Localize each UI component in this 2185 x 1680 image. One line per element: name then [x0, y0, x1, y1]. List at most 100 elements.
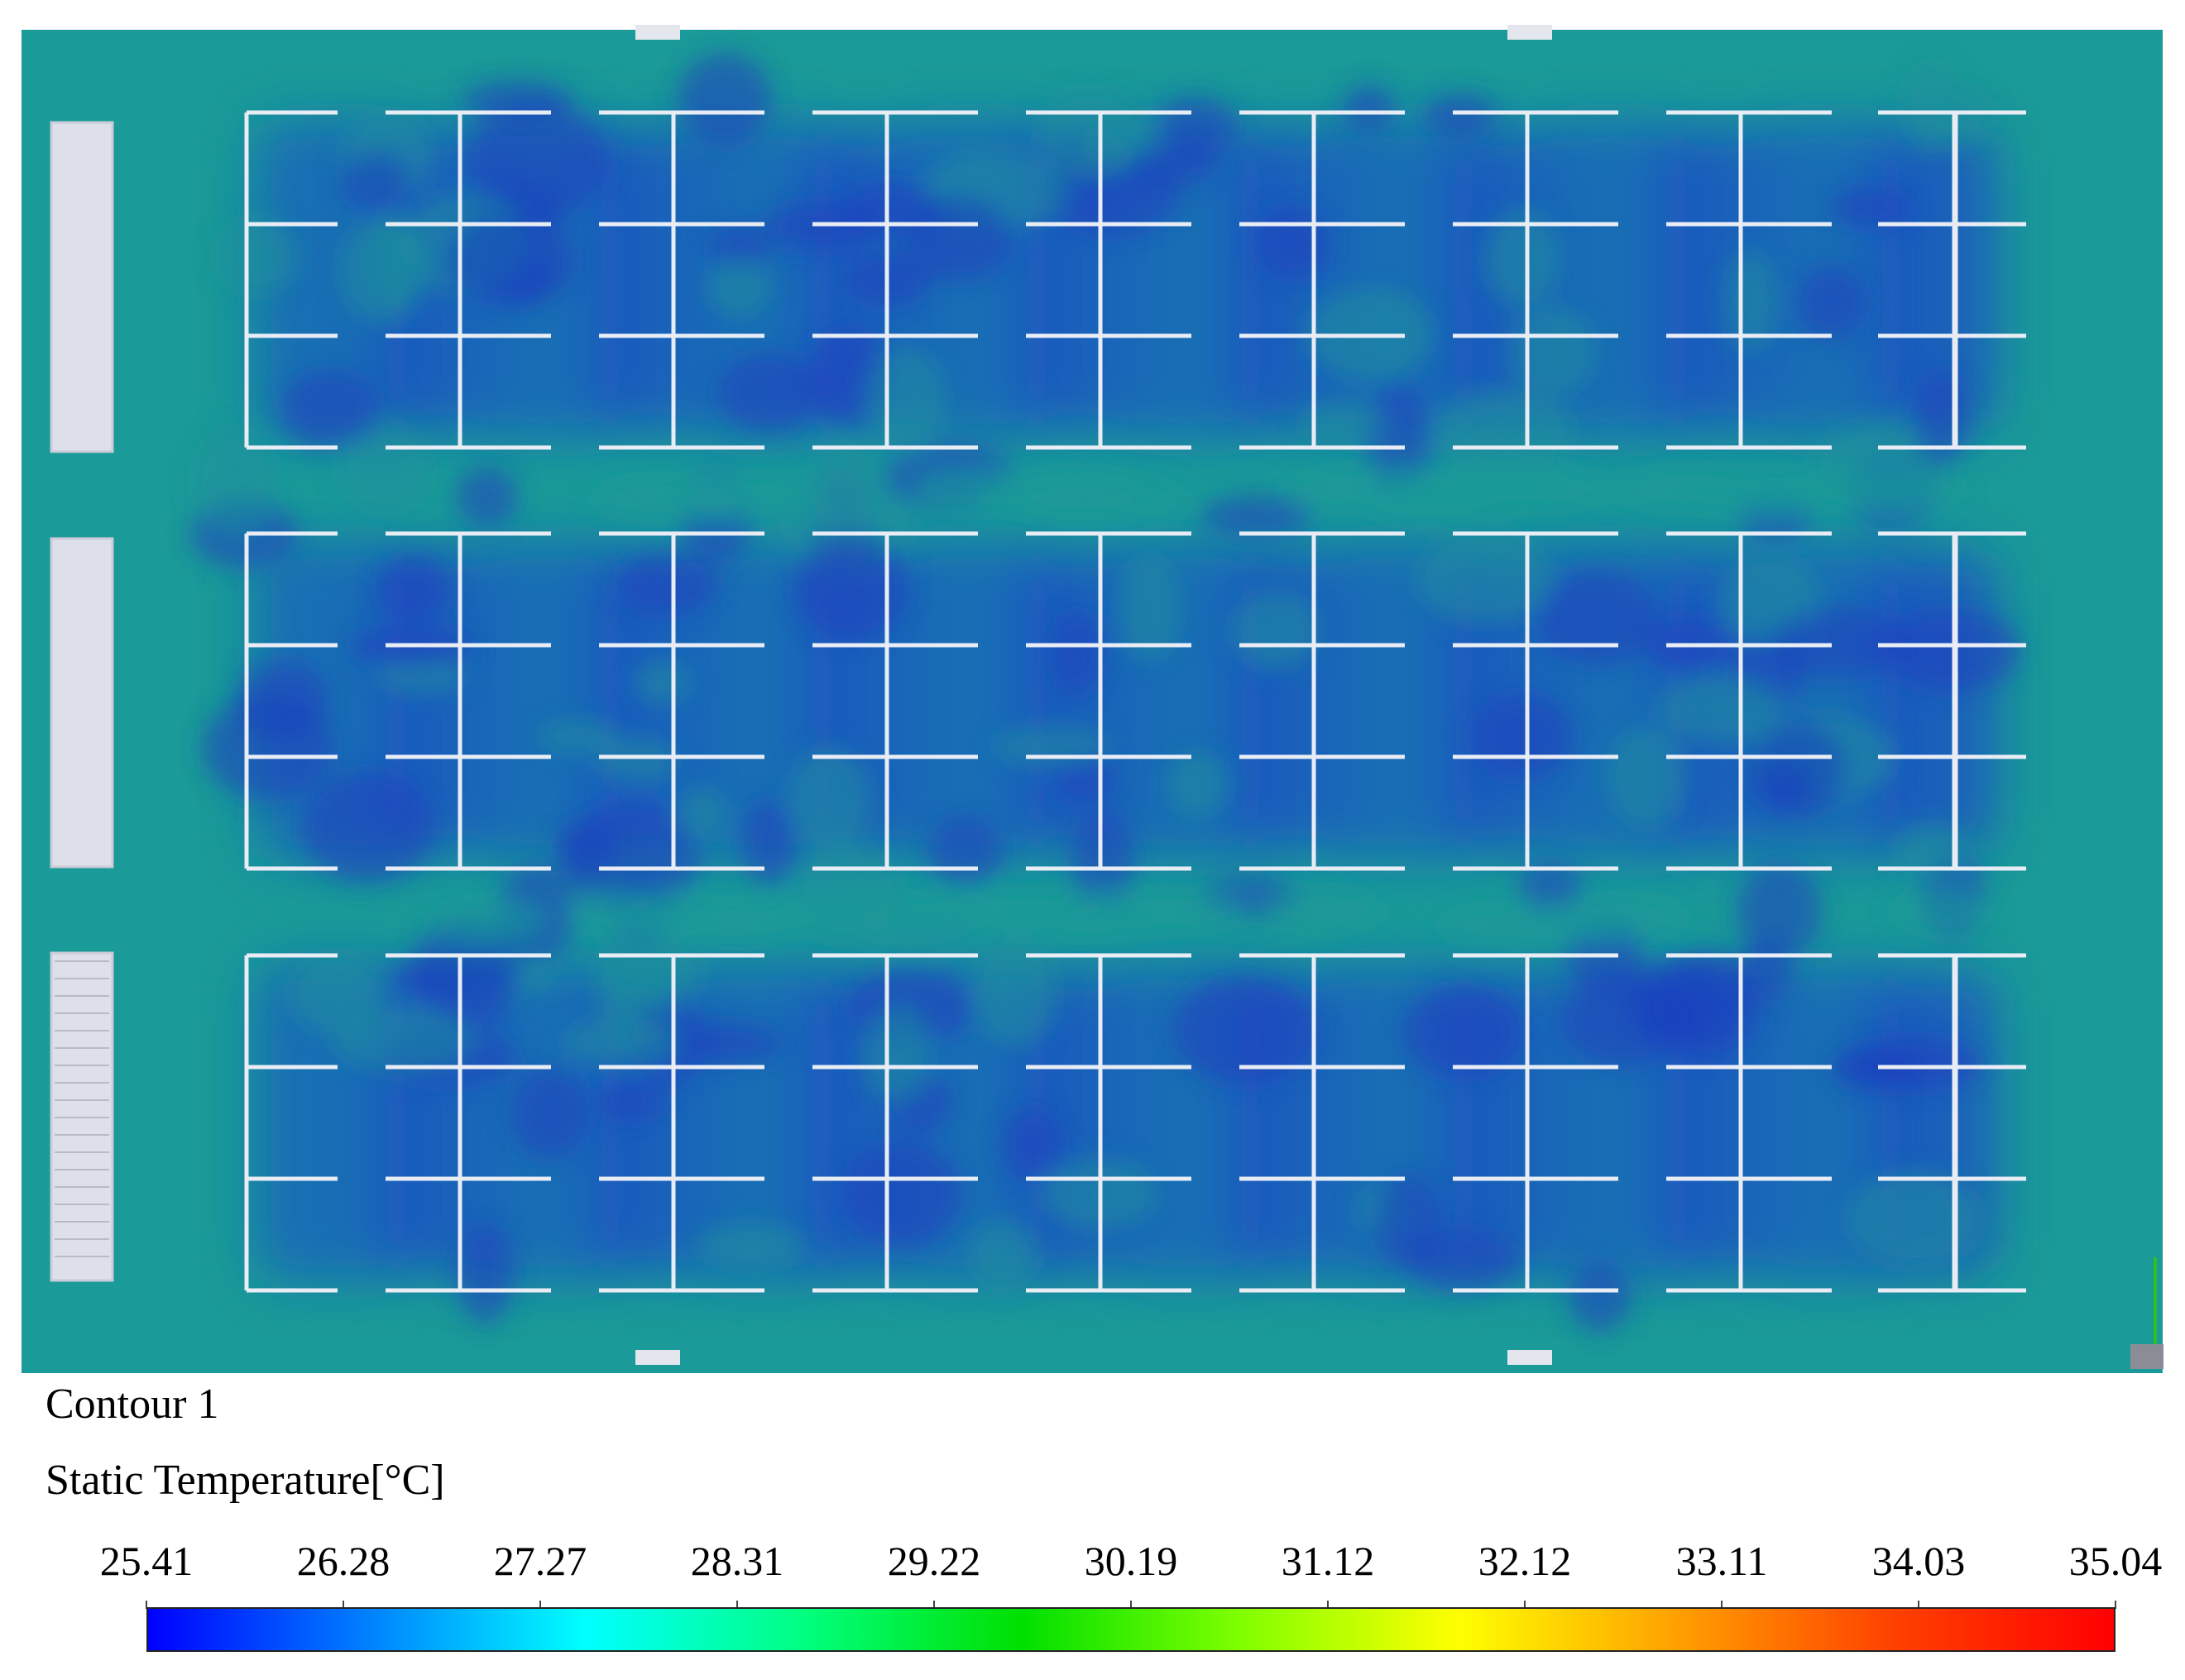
contour-blob: [510, 1067, 590, 1160]
contour-blob: [216, 218, 299, 294]
colorbar-tick-label: 33.11: [1675, 1538, 1768, 1584]
contour-blob: [444, 216, 576, 305]
contour-blob: [1846, 1170, 1982, 1266]
contour-blob: [1655, 675, 1785, 744]
contour-blob: [1838, 1037, 1981, 1090]
contour-blob: [969, 1219, 1038, 1288]
rack-grid: [244, 110, 2026, 1293]
contour-blob: [1828, 187, 1913, 227]
contour-blob: [1167, 751, 1229, 817]
colorbar-tick-label: 32.12: [1478, 1538, 1572, 1584]
colorbar-tick-label: 34.03: [1871, 1538, 1966, 1584]
contour-blob: [710, 224, 772, 273]
colorbar-tick-label: 25.41: [99, 1538, 194, 1584]
variable-label: Static Temperature[°C]: [46, 1457, 445, 1504]
colorbar-tick-label: 30.19: [1084, 1538, 1178, 1584]
contour-blob: [865, 1004, 932, 1104]
contour-blob: [377, 555, 450, 621]
contour-blob: [431, 900, 543, 942]
contour-blob: [455, 1223, 514, 1325]
cold-zone: [1322, 542, 1481, 860]
colorbar-tick-mark: [146, 1601, 147, 1609]
contour-blob: [457, 467, 518, 527]
contour-blob: [1373, 1174, 1442, 1270]
contour-blob: [927, 816, 1003, 886]
contour-blob: [1770, 607, 1906, 677]
contour-blob: [1890, 891, 1992, 933]
contour-blob: [788, 747, 871, 852]
contour-blob: [1070, 809, 1135, 918]
colorbar-tick-mark: [1918, 1601, 1919, 1609]
contour-blob: [1747, 720, 1848, 817]
contour-blob: [235, 660, 329, 739]
contour-blob: [563, 1016, 682, 1066]
vent: [635, 25, 680, 40]
contour-blob: [1001, 1108, 1062, 1182]
contour-blob: [843, 1141, 962, 1247]
contour-blob: [696, 1223, 806, 1268]
contour-blob: [707, 258, 771, 317]
contour-blob: [1171, 976, 1317, 1084]
contour-blob: [1569, 1260, 1631, 1333]
contour-blob: [634, 660, 691, 705]
contour-blob: [616, 554, 717, 615]
contour-blob: [982, 476, 1175, 519]
contour-blob: [1691, 469, 1866, 511]
colorbar-tick-mark: [1524, 1601, 1526, 1609]
contour-blob: [341, 152, 410, 212]
contour-blob: [1118, 554, 1181, 663]
axis-triad-icon[interactable]: [2130, 1257, 2163, 1369]
cooling-unit: [50, 121, 114, 453]
axis-triad-box: [2130, 1344, 2163, 1369]
contour-blob: [1913, 370, 1969, 468]
contour-blob: [1737, 864, 1822, 959]
contour-blob: [677, 787, 728, 840]
contour-blob: [597, 1084, 664, 1121]
contour-blob: [1484, 210, 1561, 307]
contour-blob: [333, 1007, 475, 1074]
cold-zone: [468, 542, 627, 860]
contour-blob: [569, 892, 702, 934]
colorbar-tick-mark: [1327, 1601, 1329, 1609]
colorbar-tick-mark: [2115, 1601, 2116, 1609]
contour-blob: [1903, 62, 1962, 149]
contour-blob: [1305, 287, 1434, 381]
contour-blob: [1608, 727, 1688, 828]
contour-blob: [592, 938, 706, 1005]
contour-blob: [1200, 495, 1314, 537]
contour-blob: [554, 819, 616, 878]
contour-blob: [1472, 694, 1574, 778]
contour-blob: [1537, 568, 1658, 666]
contour-viewport[interactable]: [0, 0, 2185, 1373]
contour-blob: [741, 800, 798, 886]
contour-blob: [1423, 93, 1497, 137]
colorbar-tick-label: 35.04: [2068, 1538, 2163, 1584]
vent: [635, 1350, 680, 1365]
contour-blob: [677, 52, 773, 146]
contour-blob: [301, 771, 435, 884]
contour-blob: [1038, 89, 1144, 181]
contour-blob: [1255, 207, 1331, 280]
colorbar-tick-mark: [343, 1601, 344, 1609]
contour-blob: [793, 534, 909, 640]
contour-blob: [1416, 531, 1553, 625]
colorbar-tick-label: 26.28: [296, 1538, 391, 1584]
mottling: [189, 52, 2021, 1333]
contour-blob: [1231, 591, 1319, 669]
contour-blob: [1560, 975, 1689, 1067]
colorbar-tick-mark: [933, 1601, 935, 1609]
contour-blob: [1052, 610, 1104, 696]
colorbar-tick-mark: [539, 1601, 541, 1609]
door-vents: [635, 25, 1552, 1365]
vent: [1507, 1350, 1552, 1365]
vent: [1507, 25, 1552, 40]
contour-blob: [662, 474, 779, 516]
contour-blob: [1264, 889, 1385, 931]
contour-blob: [410, 917, 519, 1031]
contour-blob: [906, 194, 1013, 281]
contour-blob: [1431, 389, 1574, 476]
contour-blob: [1518, 861, 1582, 914]
cooling-unit: [50, 537, 114, 869]
contour-blob: [717, 352, 819, 433]
contour-blob: [760, 893, 946, 936]
